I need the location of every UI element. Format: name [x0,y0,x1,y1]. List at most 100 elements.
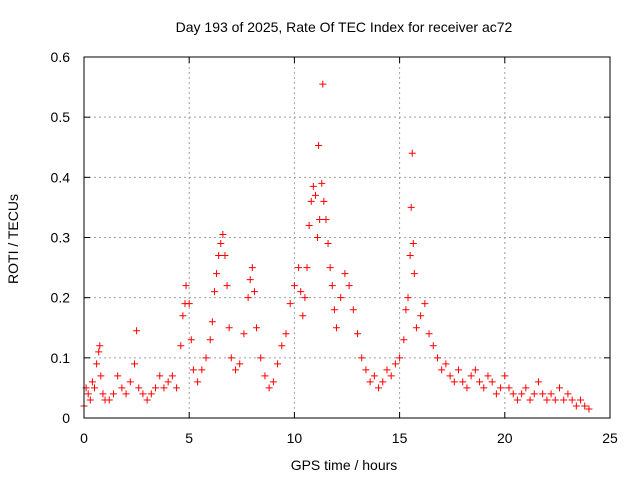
data-point [160,384,168,392]
data-point [84,390,92,398]
data-point [139,390,147,398]
data-point [290,282,298,290]
data-point [534,378,542,386]
data-point [257,354,265,362]
data-point [93,360,101,368]
data-point [383,366,391,374]
data-point [269,378,277,386]
data-point [95,348,103,356]
data-point [450,378,458,386]
axis-ticks: 0 5 10 15 20 25 0 0.1 0.2 0.3 0.4 0.5 0.6 [51,49,618,446]
data-point [135,384,143,392]
data-point [349,306,357,314]
y-tick-label: 0.2 [51,290,71,306]
data-point [99,390,107,398]
data-point [539,390,547,398]
x-tick-label: 15 [392,430,408,446]
data-point [341,270,349,278]
data-point [467,372,475,380]
x-tick-label: 20 [497,430,513,446]
data-point [96,342,104,350]
data-point [221,252,229,260]
data-point [375,384,383,392]
data-point [425,330,433,338]
data-point [301,294,309,302]
data-point [133,327,141,335]
data-point [417,312,425,320]
data-point [547,390,555,398]
data-point [315,141,323,149]
data-point [408,149,416,157]
data-point [286,300,294,308]
data-point [168,372,176,380]
data-point [231,366,239,374]
data-point [433,354,441,362]
data-point [410,270,418,278]
data-point [236,360,244,368]
data-point [362,366,370,374]
y-tick-label: 0.6 [51,49,71,65]
x-tick-label: 0 [80,430,88,446]
data-point [305,221,313,229]
data-point [265,384,273,392]
data-point [261,372,269,380]
data-point [225,324,233,332]
data-point [217,240,225,248]
data-point [215,252,223,260]
data-point [246,276,254,284]
data-point [295,264,303,272]
data-point [179,312,187,320]
data-point [585,405,593,413]
data-point [429,342,437,350]
data-point [337,294,345,302]
data-point [320,197,328,205]
x-tick-label: 10 [287,430,303,446]
data-point [319,80,327,88]
data-point [194,378,202,386]
data-point [406,252,414,260]
data-point [210,288,218,296]
data-point [330,306,338,314]
data-point [240,330,248,338]
data-point [213,270,221,278]
y-axis-label: ROTI / TECUs [5,194,21,284]
data-point [156,372,164,380]
data-point [379,378,387,386]
data-point [282,330,290,338]
data-point [185,300,193,308]
data-point [164,378,172,386]
data-point [387,372,395,380]
data-point [488,378,496,386]
data-point [505,384,513,392]
data-point [332,324,340,332]
data-point [391,360,399,368]
data-point [564,390,572,398]
data-point [446,372,454,380]
data-point [244,294,252,302]
data-point [307,197,315,205]
data-point [568,396,576,404]
data-point [354,330,362,338]
data-point [97,372,105,380]
data-point [152,384,160,392]
data-point [463,384,471,392]
data-point [274,360,282,368]
data-point [480,384,488,392]
data-point [105,396,113,404]
data-point [459,378,467,386]
data-point [402,306,410,314]
data-point [182,282,190,290]
x-tick-label: 5 [185,430,193,446]
data-point [326,264,334,272]
data-point [177,342,185,350]
x-tick-label: 25 [602,430,618,446]
data-point [412,324,420,332]
data-point [324,240,332,248]
data-point [404,294,412,302]
data-point [551,396,559,404]
data-point [577,396,585,404]
y-tick-label: 0.5 [51,109,71,125]
data-point [122,390,130,398]
data-point [86,396,94,404]
